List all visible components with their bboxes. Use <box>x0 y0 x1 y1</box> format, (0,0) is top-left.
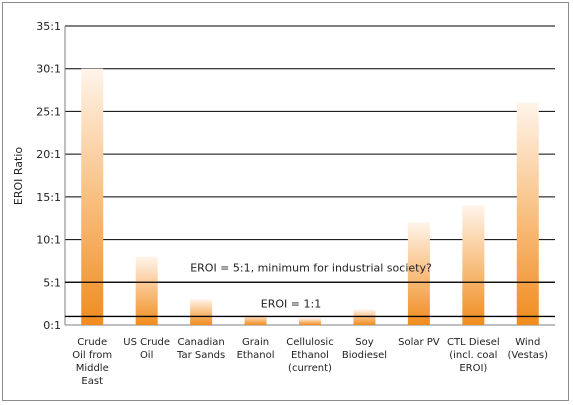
bar-4 <box>244 314 267 325</box>
x-category-label: Oil <box>140 350 153 361</box>
x-category-label: East <box>81 376 103 387</box>
y-tick-label: 15:1 <box>36 191 61 204</box>
x-category-label: Soy <box>355 337 373 348</box>
y-tick-label: 30:1 <box>36 63 61 76</box>
reference-lines <box>65 281 555 318</box>
y-tick-label: 5:1 <box>43 276 61 289</box>
x-category-label: (current) <box>288 363 332 374</box>
reference-annotation-1: EROI = 5:1, minimum for industrial socie… <box>190 261 432 274</box>
y-tick-label: 0:1 <box>43 319 61 332</box>
x-category-label: Ethanol <box>291 350 329 361</box>
x-category-label: CTL Diesel <box>447 337 500 348</box>
x-category-label: (incl. coal <box>449 350 497 361</box>
y-tick-label: 10:1 <box>36 234 61 247</box>
x-category-label: Biodiesel <box>342 350 387 361</box>
y-axis-title: EROI Ratio <box>12 147 25 206</box>
bar-7 <box>407 222 430 325</box>
x-category-label: Middle <box>76 363 109 374</box>
x-category-label: Canadian <box>178 337 225 348</box>
x-category-label: Cellulosic <box>286 337 333 348</box>
x-category-label: EROI) <box>459 363 487 374</box>
y-tick-label: 25:1 <box>36 105 61 118</box>
x-category-label: Solar PV <box>398 337 440 348</box>
x-category-label: Wind <box>515 337 540 348</box>
bar-9 <box>516 102 539 325</box>
bar-8 <box>462 205 485 325</box>
bar-3 <box>190 299 213 325</box>
x-category-label: (Vestas) <box>508 350 549 361</box>
y-tick-label: 35:1 <box>36 20 61 33</box>
x-category-label: Ethanol <box>237 350 275 361</box>
x-category-label: Crude <box>77 337 107 348</box>
reference-annotation-2: EROI = 1:1 <box>261 297 321 310</box>
y-tick-label: 20:1 <box>36 148 61 161</box>
bar-5 <box>299 318 321 325</box>
bar-6 <box>353 309 376 325</box>
x-category-label: Grain <box>242 337 269 348</box>
bar-2 <box>135 256 158 325</box>
x-category-label: Tar Sands <box>176 350 225 361</box>
bar-1 <box>81 68 104 325</box>
x-category-label: Oil from <box>72 350 112 361</box>
x-category-label: US Crude <box>123 337 170 348</box>
labels: 0:1 5:1 10:1 15:1 20:1 25:1 30:1 35:1 EROI = 5:1… <box>36 20 548 387</box>
bars <box>81 68 539 325</box>
